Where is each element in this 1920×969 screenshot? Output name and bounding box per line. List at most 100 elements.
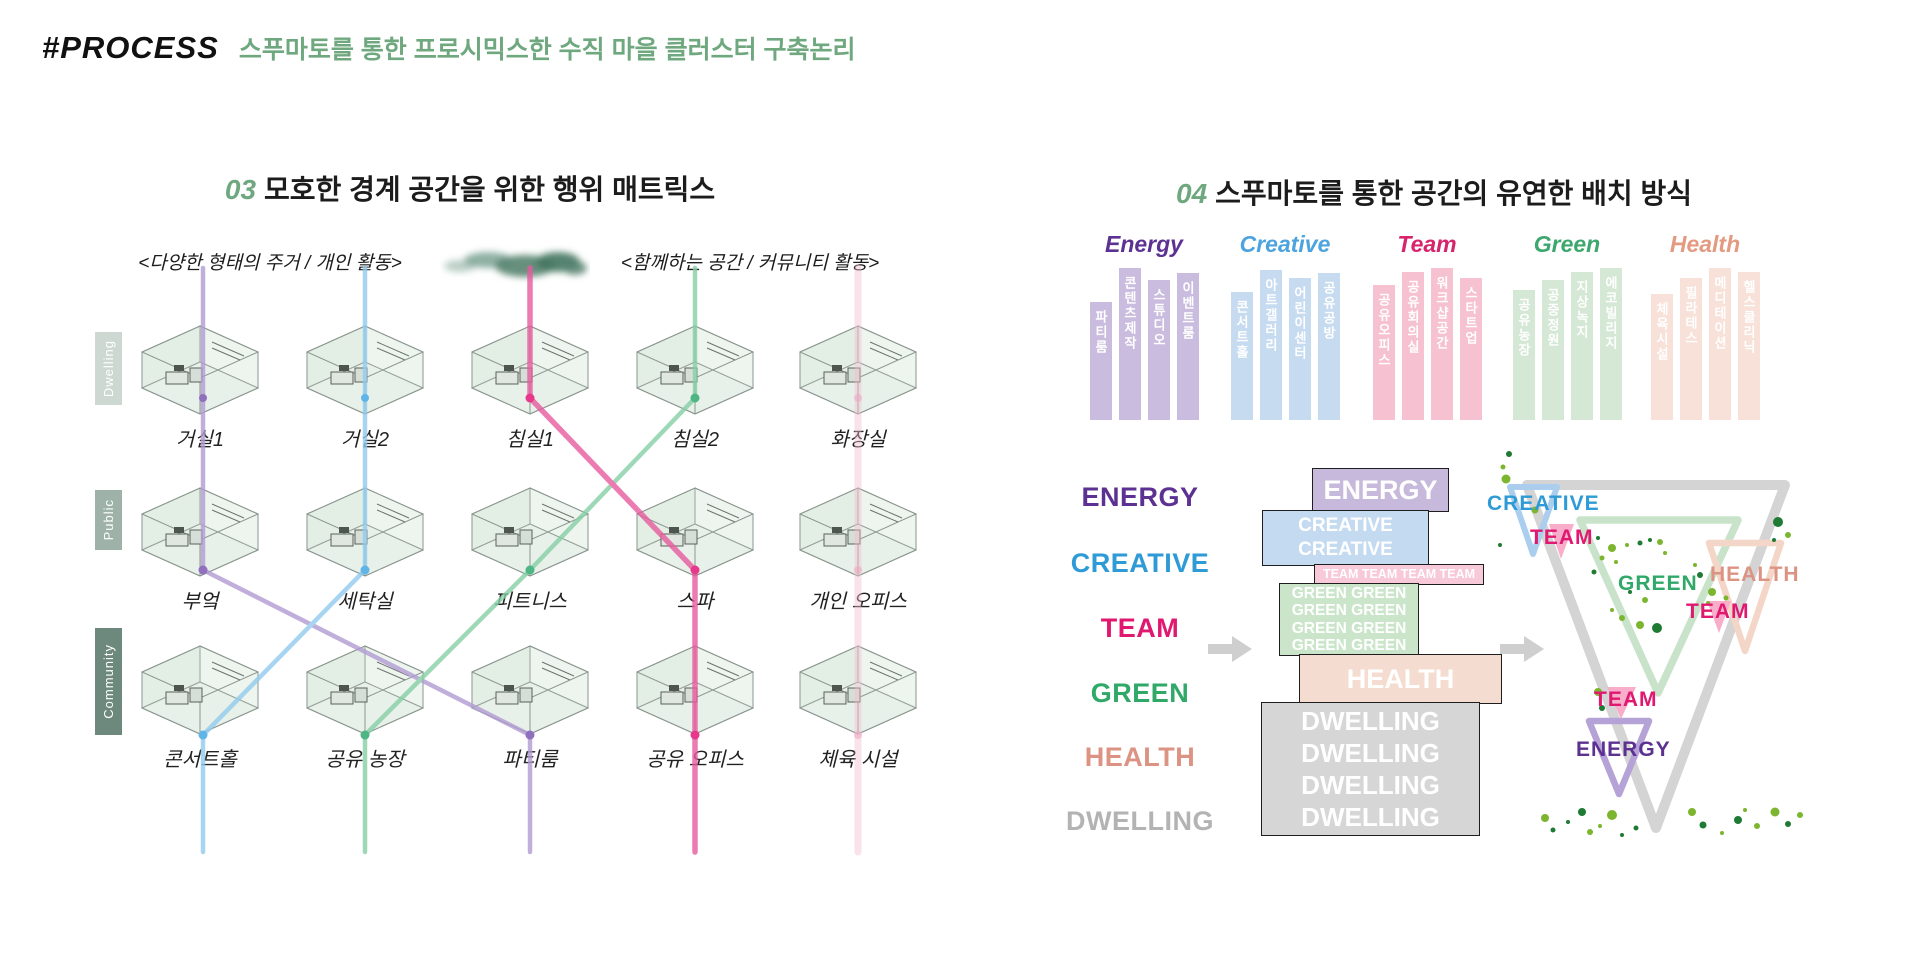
- section03-number: 03: [224, 174, 257, 205]
- program-bar-label: 체육시설: [1654, 302, 1669, 362]
- matrix-room-cell: 거실2: [290, 322, 440, 452]
- program-bar-label: 공중정원: [1545, 288, 1560, 348]
- page-title: #PROCESS: [42, 30, 219, 65]
- isometric-room-icon: [798, 645, 918, 735]
- program-bar: 에코빌리지: [1599, 268, 1622, 420]
- category-header: Energy: [1105, 231, 1183, 257]
- tower-block-creative: CREATIVE CREATIVE: [1262, 510, 1429, 566]
- stack-list-label: GREEN: [1090, 678, 1190, 708]
- stack-list-label: HEALTH: [1084, 742, 1196, 772]
- matrix-room-cell: 파티룸: [455, 642, 605, 772]
- creative-triangle: [1507, 484, 1560, 557]
- matrix-room-cell: 체육 시설: [783, 642, 933, 772]
- stack-list-label: ENERGY: [1081, 482, 1199, 512]
- category-bars: 파티룸 콘텐츠제작 스튜디오 이벤트룸: [1082, 268, 1206, 420]
- section04-number: 04: [1176, 178, 1208, 209]
- team-triangles: [1549, 524, 1731, 719]
- section03-title-text: 모호한 경계 공간을 위한 행위 매트릭스: [264, 174, 716, 205]
- stack-list-label: CREATIVE: [1070, 548, 1210, 578]
- tower-block-text: DWELLING: [1301, 802, 1440, 832]
- tower-block-team: TEAM TEAM TEAM TEAM: [1314, 564, 1484, 585]
- tower-block-text: CREATIVE: [1298, 515, 1393, 536]
- tower-block-text: DWELLING: [1301, 706, 1440, 736]
- program-bar-label: 공유회의실: [1405, 280, 1420, 355]
- category-bars: 콘서트홀 아트갤러리 어린이센터 공유공방: [1223, 268, 1347, 420]
- tower-block-green: GREEN GREEN GREEN GREEN GREEN GREEN GREEN G…: [1279, 583, 1419, 656]
- isometric-room-icon: [470, 325, 590, 415]
- matrix-room-cell: 거실1: [125, 322, 275, 452]
- room-label: 공유 농장: [325, 749, 405, 771]
- program-bar: 파티룸: [1089, 302, 1112, 420]
- program-bar-label: 지상녹지: [1574, 280, 1589, 340]
- tower-block-energy: ENERGY: [1312, 468, 1449, 512]
- isometric-room-icon: [140, 645, 260, 735]
- category-header: Health: [1669, 231, 1741, 257]
- tower-block-text: DWELLING: [1301, 770, 1440, 800]
- arrow-right-icon: [1208, 636, 1252, 662]
- category-header: Team: [1397, 231, 1457, 257]
- program-bar: 공유공방: [1317, 273, 1340, 420]
- triangle-label: TEAM: [1686, 600, 1750, 623]
- page-subtitle: 스푸마토를 통한 프로시믹스한 수직 마을 클러스터 구축논리: [238, 36, 856, 64]
- isometric-room-icon: [140, 487, 260, 577]
- matrix-room-cell: 피트니스: [455, 484, 605, 614]
- matrix-room-cell: 침실1: [455, 322, 605, 452]
- tower-block-text: GREEN GREEN: [1291, 619, 1407, 637]
- section03-title: 03 모호한 경계 공간을 위한 행위 매트릭스: [170, 168, 770, 208]
- isometric-room-icon: [798, 487, 918, 577]
- triangle-label: ENERGY: [1576, 738, 1671, 761]
- room-label: 공유 오피스: [646, 749, 744, 771]
- category-column: Green 공유농장 공중정원 지상녹지 에코빌리지: [1505, 231, 1629, 420]
- category-column: Creative 콘서트홀 아트갤러리 어린이센터 공유공방: [1223, 231, 1347, 420]
- program-bar: 공유회의실: [1401, 272, 1424, 420]
- isometric-room-icon: [470, 487, 590, 577]
- category-column: Team 공유오피스 공유회의실 워크샵공간 스타트업: [1365, 231, 1489, 420]
- furniture-sketch: [823, 503, 903, 547]
- program-bar: 콘서트홀: [1230, 292, 1253, 420]
- tower-block-dwelling: DWELLING DWELLING DWELLING DWELLING: [1261, 702, 1480, 836]
- tower-block-text: ENERGY: [1323, 475, 1438, 505]
- tower-block-text: GREEN GREEN: [1291, 602, 1407, 619]
- program-bar: 콘텐츠제작: [1118, 268, 1141, 420]
- matrix-row-group-label: Public: [101, 499, 116, 541]
- matrix-room-cell: 개인 오피스: [783, 484, 933, 614]
- furniture-sketch: [823, 661, 903, 705]
- matrix-room-cell: 화장실: [783, 322, 933, 452]
- program-bar-label: 필라테스: [1683, 286, 1698, 346]
- tower-block-text: DWELLING: [1301, 738, 1440, 768]
- room-label: 개인 오피스: [809, 591, 907, 613]
- program-bar-label: 공유오피스: [1376, 293, 1391, 368]
- room-label: 스파: [676, 591, 714, 613]
- room-label: 거실2: [341, 429, 389, 451]
- matrix-room-cell: 공유 농장: [290, 642, 440, 772]
- triangle-label: HEALTH: [1710, 563, 1800, 586]
- caption-community-activity: <함께하는 공간 / 커뮤니티 활동>: [620, 253, 880, 274]
- program-bar: 지상녹지: [1570, 272, 1593, 420]
- program-bar-label: 메디테이션: [1712, 276, 1727, 351]
- category-header: Green: [1533, 231, 1601, 257]
- program-bar-label: 어린이센터: [1292, 286, 1307, 361]
- program-bar: 어린이센터: [1288, 278, 1311, 420]
- program-bar: 필라테스: [1679, 278, 1702, 420]
- room-label: 파티룸: [502, 749, 558, 771]
- program-bar-label: 워크샵공간: [1434, 276, 1449, 351]
- program-bar-label: 공유공방: [1321, 281, 1336, 341]
- isometric-room-icon: [305, 325, 425, 415]
- green-triangle: [1576, 516, 1742, 697]
- isometric-room-icon: [305, 645, 425, 735]
- matrix-room-cell: 침실2: [620, 322, 770, 452]
- section04-title-text: 스푸마토를 통한 공간의 유연한 배치 방식: [1215, 178, 1692, 209]
- room-label: 콘서트홀: [163, 749, 237, 771]
- program-bar: 메디테이션: [1708, 268, 1731, 420]
- matrix-room-cell: 스파: [620, 484, 770, 614]
- room-label: 피트니스: [493, 591, 567, 613]
- program-bar-label: 공유농장: [1516, 298, 1531, 358]
- matrix-row-group-badge: Dwelling: [95, 332, 122, 405]
- category-bars: 공유농장 공중정원 지상녹지 에코빌리지: [1505, 268, 1629, 420]
- sfumato-triangles-diagram: [1498, 451, 1803, 837]
- page-header: #PROCESS 스푸마토를 통한 프로시믹스한 수직 마을 클러스터 구축논리: [42, 30, 856, 66]
- section04-title: 04 스푸마토를 통한 공간의 유연한 배치 방식: [1134, 172, 1734, 212]
- isometric-room-icon: [470, 645, 590, 735]
- tower-block-text: TEAM TEAM TEAM TEAM: [1322, 567, 1476, 581]
